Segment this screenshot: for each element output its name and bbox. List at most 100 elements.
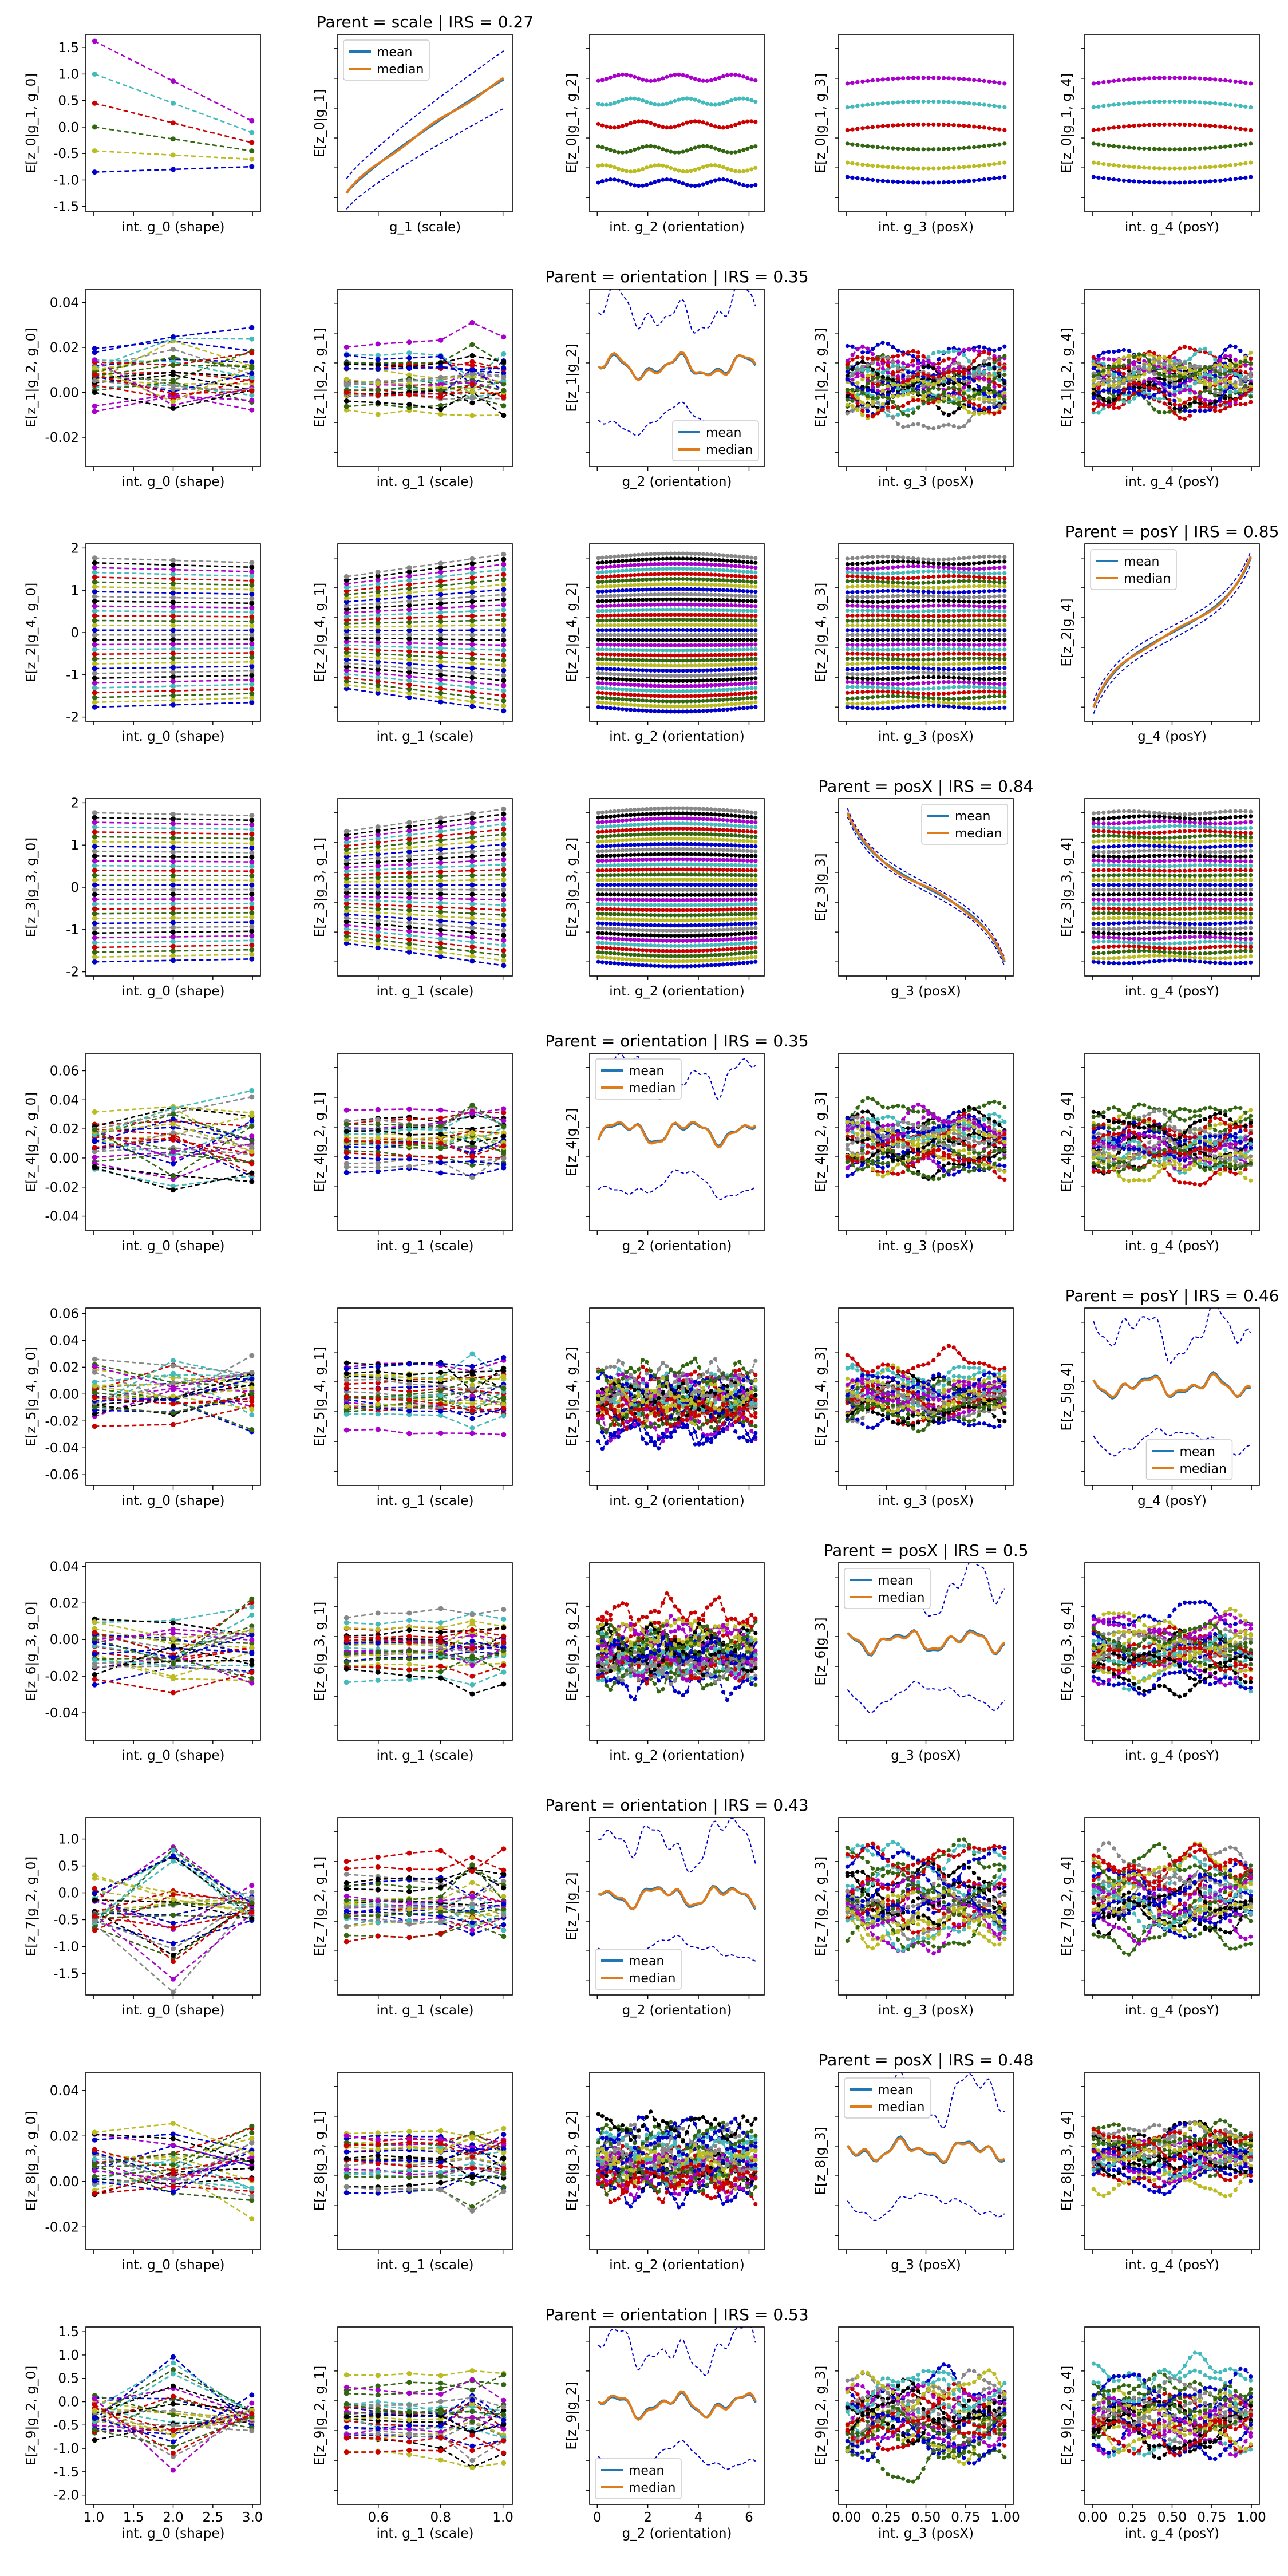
series-markers bbox=[92, 659, 255, 667]
data-point bbox=[737, 559, 742, 564]
data-point bbox=[1187, 413, 1192, 418]
data-point bbox=[375, 573, 381, 579]
data-point bbox=[375, 686, 381, 692]
series-line bbox=[346, 688, 504, 712]
data-point bbox=[1243, 388, 1248, 393]
data-point bbox=[649, 643, 653, 647]
data-point bbox=[438, 394, 444, 400]
data-point bbox=[901, 374, 906, 378]
data-point bbox=[249, 637, 255, 642]
data-point bbox=[600, 78, 605, 82]
data-point bbox=[967, 400, 971, 405]
data-point bbox=[717, 708, 721, 712]
data-point bbox=[733, 662, 738, 667]
data-point bbox=[501, 381, 507, 387]
data-point bbox=[749, 613, 754, 618]
subplot-r2-c1: int. g_1 (scale)E[z_2|g_4, g_1] bbox=[313, 543, 513, 744]
data-point bbox=[749, 618, 754, 623]
data-point bbox=[951, 165, 956, 170]
data-point bbox=[717, 643, 721, 647]
data-point bbox=[926, 122, 931, 127]
data-point bbox=[697, 704, 701, 708]
data-point bbox=[931, 362, 936, 366]
data-point bbox=[653, 628, 657, 633]
data-point bbox=[721, 588, 725, 592]
data-point bbox=[689, 694, 693, 698]
data-point bbox=[171, 167, 176, 172]
data-point bbox=[693, 694, 697, 698]
data-point bbox=[637, 76, 641, 81]
data-point bbox=[596, 614, 600, 618]
data-point bbox=[701, 623, 705, 627]
data-point bbox=[1218, 358, 1223, 362]
x-axis-label: int. g_0 (shape) bbox=[121, 475, 224, 489]
data-point bbox=[713, 663, 717, 667]
data-point bbox=[1002, 344, 1007, 349]
data-point bbox=[406, 392, 412, 398]
data-point bbox=[608, 662, 613, 666]
data-point bbox=[469, 570, 475, 576]
data-point bbox=[992, 371, 997, 376]
data-point bbox=[697, 683, 701, 688]
data-point bbox=[1178, 166, 1182, 171]
series-line bbox=[346, 384, 504, 392]
data-point bbox=[1218, 178, 1223, 183]
data-point bbox=[1101, 396, 1106, 401]
data-point bbox=[729, 98, 734, 103]
data-point bbox=[657, 145, 661, 150]
data-point bbox=[620, 168, 625, 172]
data-point bbox=[1183, 123, 1187, 127]
data-point bbox=[673, 704, 677, 709]
series-markers bbox=[92, 663, 255, 671]
data-point bbox=[713, 618, 717, 622]
data-point bbox=[673, 683, 677, 689]
data-point bbox=[931, 704, 936, 708]
data-point bbox=[1137, 100, 1141, 105]
data-point bbox=[937, 399, 941, 404]
data-point bbox=[896, 180, 900, 184]
data-point bbox=[1178, 374, 1182, 378]
data-point bbox=[721, 658, 725, 662]
data-point bbox=[673, 556, 677, 561]
data-point bbox=[987, 706, 991, 711]
data-point bbox=[733, 554, 738, 559]
data-point bbox=[653, 122, 657, 127]
data-point bbox=[870, 125, 875, 129]
data-point bbox=[629, 628, 633, 633]
data-point bbox=[987, 391, 991, 396]
data-point bbox=[709, 633, 713, 637]
data-point bbox=[1152, 100, 1157, 104]
data-point bbox=[629, 618, 633, 622]
data-point bbox=[741, 628, 746, 633]
data-point bbox=[891, 165, 895, 169]
data-point bbox=[1152, 386, 1157, 391]
data-point bbox=[957, 179, 961, 184]
data-point bbox=[733, 623, 738, 627]
data-point bbox=[1198, 76, 1202, 81]
data-point bbox=[600, 123, 605, 128]
data-point bbox=[661, 607, 665, 612]
data-point bbox=[741, 599, 746, 603]
data-point bbox=[604, 633, 609, 637]
series-markers bbox=[343, 661, 507, 678]
data-point bbox=[1147, 76, 1152, 81]
data-point bbox=[891, 77, 895, 81]
data-point bbox=[709, 683, 713, 688]
data-point bbox=[1157, 76, 1161, 80]
data-point bbox=[653, 613, 657, 617]
data-point bbox=[438, 610, 444, 615]
data-point bbox=[681, 556, 685, 561]
data-point bbox=[249, 591, 255, 597]
data-point bbox=[937, 350, 941, 354]
data-point bbox=[709, 557, 713, 562]
data-point bbox=[501, 551, 507, 557]
data-point bbox=[600, 163, 605, 168]
series-markers bbox=[343, 627, 507, 634]
data-point bbox=[733, 180, 738, 185]
data-point bbox=[941, 147, 946, 151]
data-point bbox=[701, 557, 705, 562]
data-point bbox=[1192, 100, 1197, 104]
data-point bbox=[689, 562, 693, 566]
data-point bbox=[957, 165, 961, 169]
data-point bbox=[637, 618, 641, 622]
